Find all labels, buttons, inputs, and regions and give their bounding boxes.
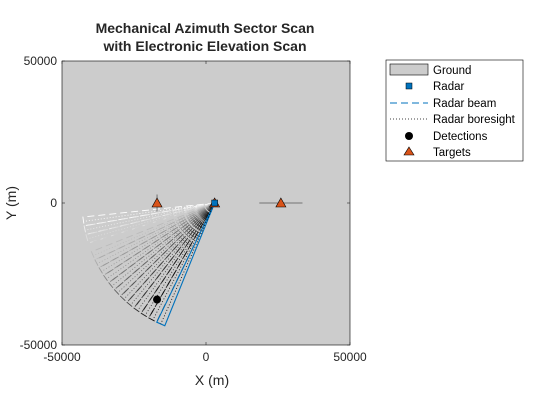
boresight-line <box>92 202 215 257</box>
legend-detection-marker <box>405 132 413 140</box>
boresight-line <box>123 202 215 300</box>
x-tick-label: 50000 <box>333 350 367 364</box>
detection-marker <box>153 295 162 304</box>
y-tick-label: 50000 <box>24 54 58 68</box>
plot-area <box>62 61 350 345</box>
boresight-line <box>137 202 215 311</box>
y-tick-label: 0 <box>50 196 57 210</box>
chart-title: Mechanical Azimuth Sector Scan with Elec… <box>96 20 315 54</box>
radar-marker <box>211 199 218 207</box>
chart-title-line-2: with Electronic Elevation Scan <box>102 38 306 54</box>
boresight-line <box>96 202 215 265</box>
boresight-line <box>105 202 215 280</box>
legend: Ground Radar Radar beam Radar boresight … <box>385 59 524 162</box>
x-axis-label: X (m) <box>195 372 229 388</box>
boresight-line <box>111 202 215 287</box>
boresight-line <box>130 202 215 306</box>
legend-radar-marker <box>405 82 413 90</box>
boresight-line <box>152 202 215 321</box>
boresight-line <box>117 202 215 294</box>
x-tick-label: -50000 <box>43 350 81 364</box>
legend-targets-label: Targets <box>433 147 471 159</box>
legend-ground-swatch <box>389 63 429 76</box>
chart-marks <box>151 194 303 304</box>
chart-title-line-1: Mechanical Azimuth Sector Scan <box>96 20 315 36</box>
axis-ticks: -50000 0 50000 -50000 0 50000 <box>20 54 367 364</box>
legend-box <box>385 59 524 162</box>
target-marker <box>151 197 163 208</box>
boresight-line <box>87 202 215 240</box>
legend-target-marker <box>403 146 415 156</box>
boresight-line <box>101 202 215 272</box>
y-tick-label: -50000 <box>20 338 58 352</box>
boresight-line <box>83 202 215 222</box>
boresight-line <box>160 202 216 325</box>
x-tick-label: 0 <box>203 350 210 364</box>
radar-beams <box>82 202 216 327</box>
boresight-line <box>144 202 215 316</box>
boresight-line <box>84 202 215 231</box>
legend-radar-label: Radar <box>433 81 464 93</box>
legend-detections-label: Detections <box>433 131 488 143</box>
legend-beam-label: Radar beam <box>433 98 496 110</box>
target-marker <box>275 197 287 208</box>
legend-boresight-label: Radar boresight <box>433 114 516 126</box>
boresight-line <box>89 202 215 248</box>
y-axis-label: Y (m) <box>3 186 19 220</box>
legend-ground-label: Ground <box>433 65 471 77</box>
